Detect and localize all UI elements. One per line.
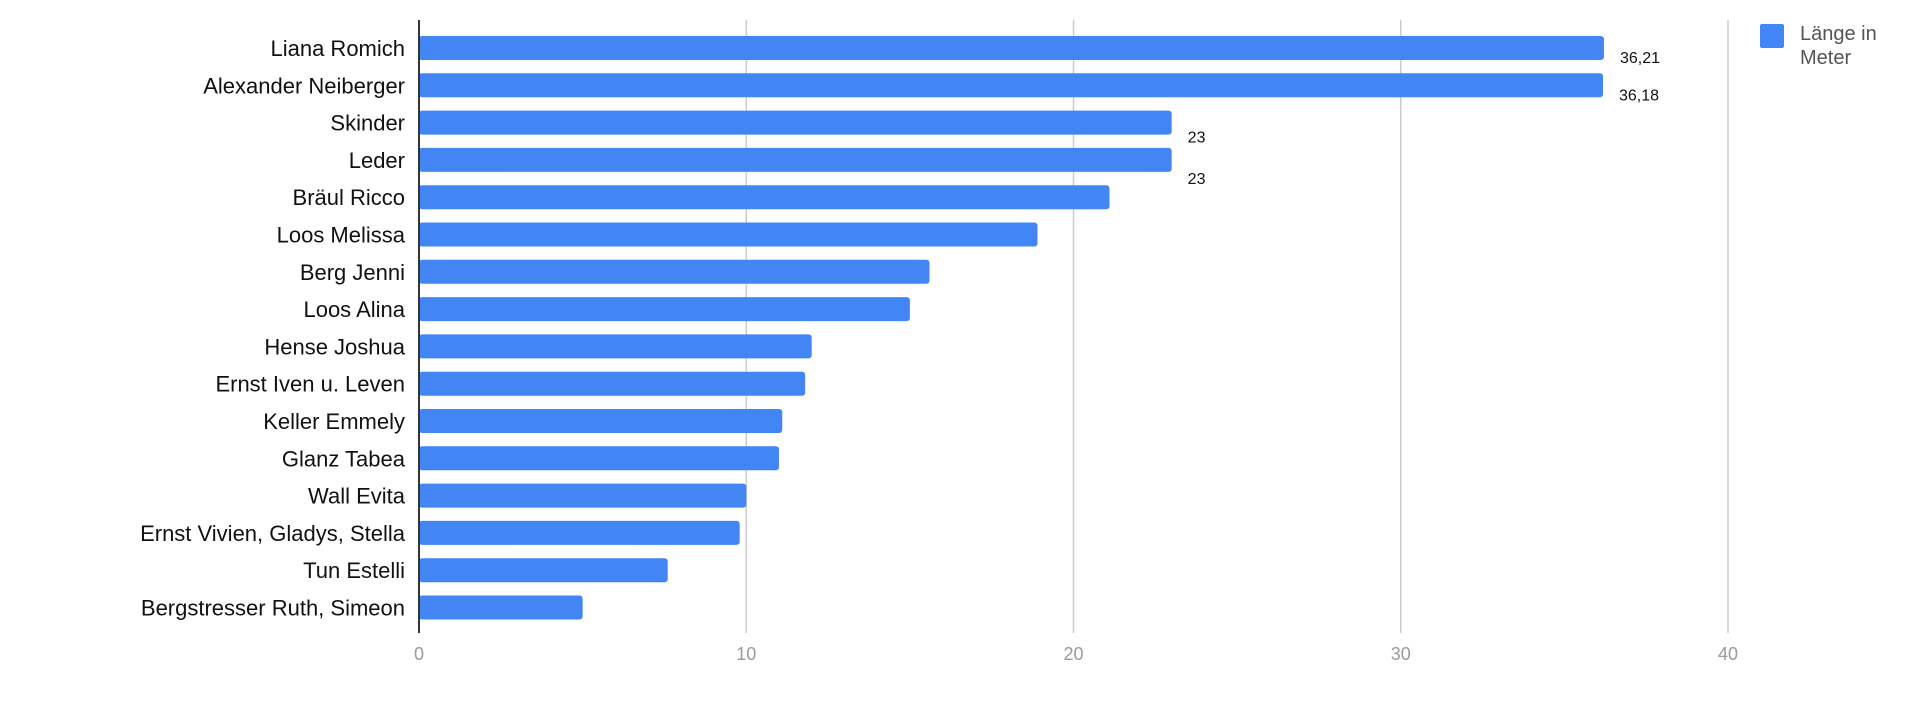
bar-alexander-neiberger: [419, 73, 1603, 98]
x-tick-label-30: 30: [1391, 644, 1411, 664]
data-label-skinder: 23: [1188, 130, 1206, 147]
category-label-glanz-tabea: Glanz Tabea: [282, 446, 406, 471]
bar-loos-alina: [419, 297, 910, 322]
category-label-loos-melissa: Loos Melissa: [277, 223, 406, 248]
data-label-alexander-neiberger: 36,18: [1619, 87, 1659, 104]
category-label-ernst-iven-u-leven: Ernst Iven u. Leven: [215, 372, 405, 397]
category-label-bräul-ricco: Bräul Ricco: [293, 185, 405, 210]
category-label-wall-evita: Wall Evita: [308, 484, 406, 509]
legend-label-line-2: Meter: [1800, 47, 1851, 69]
bar-glanz-tabea: [419, 446, 779, 471]
legend: Länge in Meter: [1760, 23, 1877, 69]
bar-ernst-vivien-gladys-stella: [419, 520, 740, 545]
x-tick-label-10: 10: [736, 644, 756, 664]
x-tick-label-20: 20: [1063, 644, 1083, 664]
bar-hense-joshua: [419, 334, 812, 359]
category-label-bergstresser-ruth-simeon: Bergstresser Ruth, Simeon: [141, 596, 405, 621]
data-label-liana-romich: 36,21: [1620, 50, 1660, 67]
category-label-berg-jenni: Berg Jenni: [300, 260, 405, 285]
category-label-liana-romich: Liana Romich: [270, 36, 405, 61]
bar-bräul-ricco: [419, 185, 1110, 210]
x-tick-label-0: 0: [414, 644, 424, 664]
legend-label-line-1: Länge in: [1800, 23, 1877, 45]
bar-berg-jenni: [419, 259, 930, 284]
bars: [419, 36, 1604, 620]
bar-ernst-iven-u-leven: [419, 371, 806, 396]
bar-leder: [419, 147, 1172, 172]
category-label-ernst-vivien-gladys-stella: Ernst Vivien, Gladys, Stella: [140, 521, 406, 546]
bar-liana-romich: [419, 36, 1604, 60]
x-tick-label-40: 40: [1718, 644, 1738, 664]
category-label-keller-emmely: Keller Emmely: [263, 409, 405, 434]
bar-keller-emmely: [419, 409, 783, 433]
data-labels: 36,21 36,18 23 23: [1188, 50, 1660, 188]
category-label-tun-estelli: Tun Estelli: [303, 558, 405, 583]
category-label-hense-joshua: Hense Joshua: [264, 334, 405, 359]
bar-wall-evita: [419, 483, 747, 508]
bar-tun-estelli: [419, 558, 668, 583]
category-labels: Liana Romich Alexander Neiberger Skinder Le…: [140, 36, 406, 621]
bar-loos-melissa: [419, 222, 1038, 247]
data-label-leder: 23: [1188, 171, 1206, 188]
bar-skinder: [419, 110, 1172, 135]
bar-bergstresser-ruth-simeon: [419, 595, 583, 620]
x-tick-labels: 0 10 20 30 40: [414, 644, 1738, 664]
legend-swatch: [1760, 24, 1784, 48]
category-label-skinder: Skinder: [330, 111, 405, 136]
category-label-alexander-neiberger: Alexander Neiberger: [203, 73, 405, 98]
category-label-loos-alina: Loos Alina: [303, 297, 405, 322]
category-label-leder: Leder: [349, 148, 405, 173]
